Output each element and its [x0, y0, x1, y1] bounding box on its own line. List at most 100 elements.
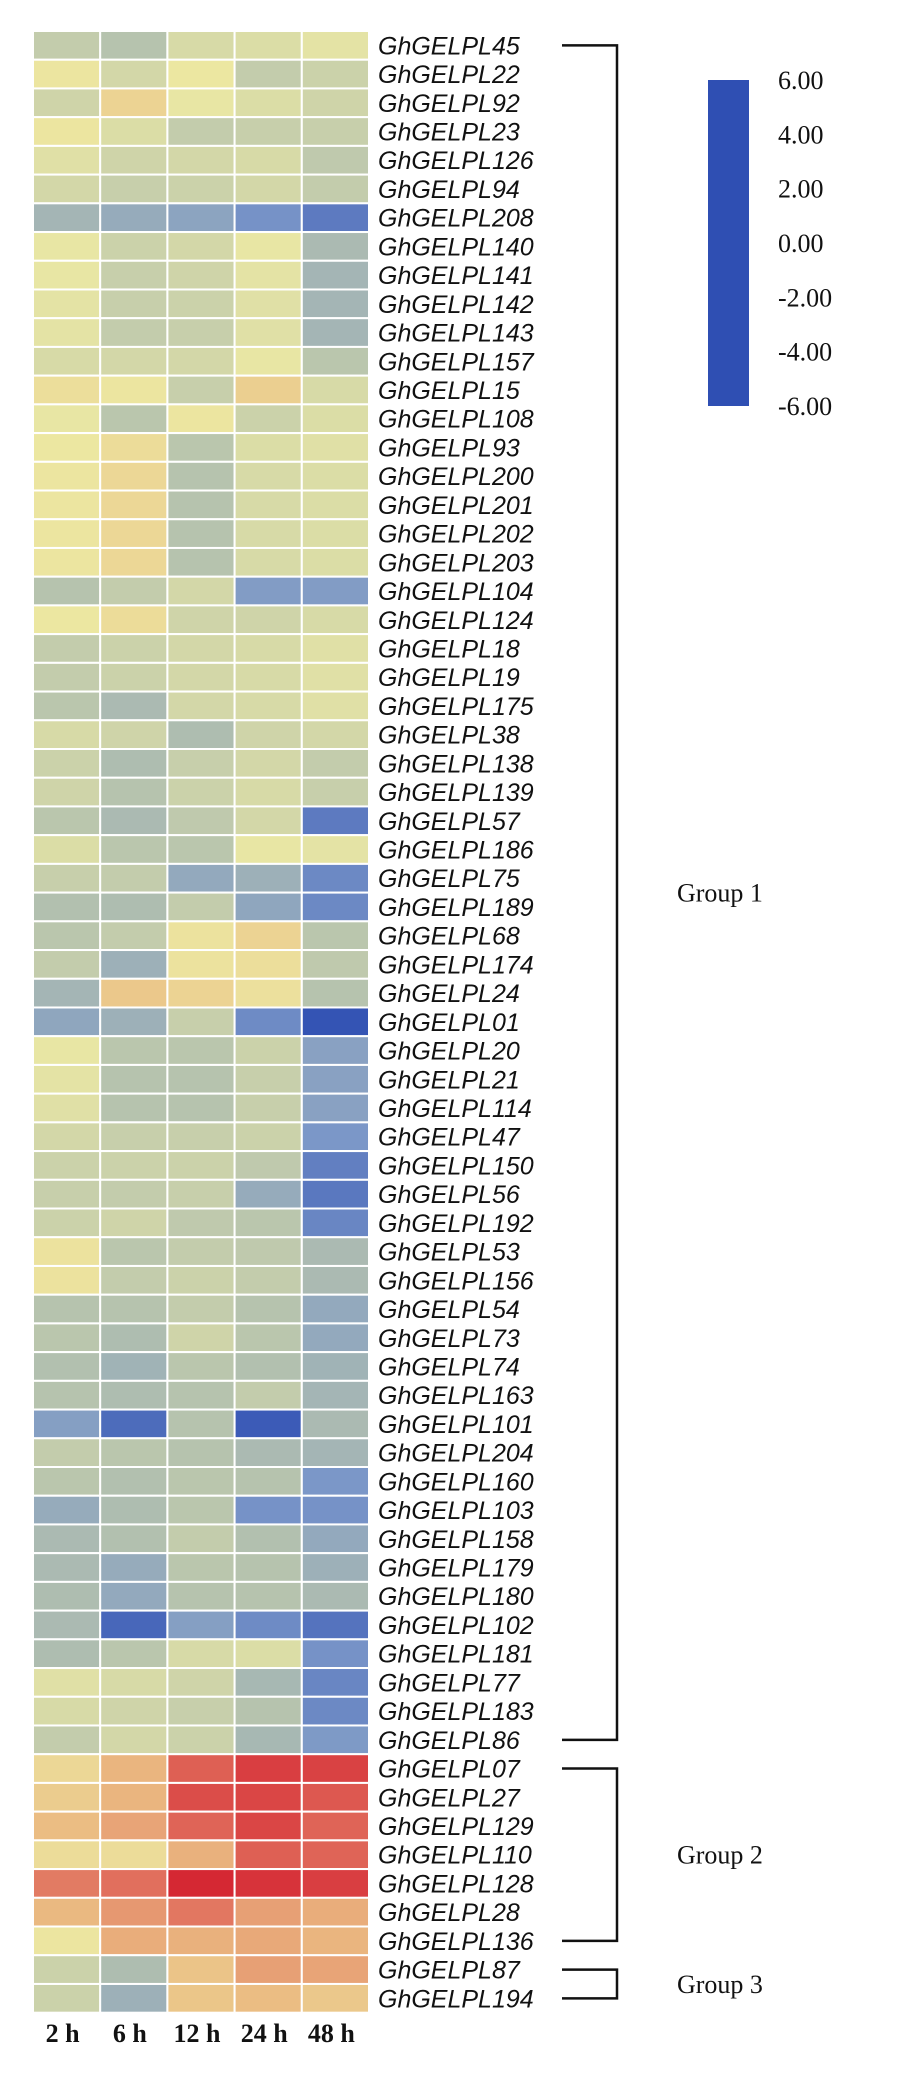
heatmap-cell [233, 1781, 303, 1813]
heatmap-cell [166, 1695, 236, 1727]
heatmap-cell [300, 489, 370, 521]
heatmap-cell [99, 403, 169, 435]
heatmap-cell [233, 834, 303, 865]
heatmap-cell [32, 1494, 102, 1526]
heatmap-cell [233, 1638, 303, 1670]
heatmap-cell [233, 776, 303, 808]
heatmap-cell [300, 1638, 370, 1670]
heatmap-cell [99, 690, 169, 722]
heatmap-cell [32, 173, 102, 205]
heatmap-cell [233, 1982, 303, 2014]
heatmap-cell [99, 1982, 169, 2014]
heatmap-cell [99, 1121, 169, 1153]
heatmap-cell [99, 432, 169, 463]
heatmap-cell [32, 58, 102, 90]
heatmap-cell [233, 633, 303, 664]
heatmap-cell [166, 834, 236, 865]
heatmap-cell [300, 661, 370, 693]
heatmap-cell [32, 1638, 102, 1670]
heatmap-cell [300, 1408, 370, 1440]
heatmap-cell [99, 1150, 169, 1181]
heatmap-cell [166, 1609, 236, 1641]
gene-label: GhGELPL93 [378, 434, 520, 462]
gene-label: GhGELPL141 [378, 262, 534, 290]
heatmap-cell [233, 546, 303, 578]
heatmap-cell [300, 1035, 370, 1066]
heatmap-cell [300, 1695, 370, 1727]
heatmap-cell [233, 949, 303, 980]
heatmap-cell [233, 231, 303, 262]
heatmap-cell [233, 1006, 303, 1038]
heatmap-cell [233, 805, 303, 837]
heatmap-cell [166, 1322, 236, 1354]
heatmap-cell [233, 1121, 303, 1153]
heatmap-cell [99, 1063, 169, 1095]
color-scale-tick: 2.00 [778, 175, 824, 204]
heatmap-cell [233, 1264, 303, 1296]
heatmap-cell [166, 575, 236, 607]
gene-label: GhGELPL124 [378, 607, 534, 635]
heatmap-cell [32, 1437, 102, 1469]
gene-label: GhGELPL179 [378, 1555, 534, 1583]
heatmap-cell [300, 977, 370, 1009]
gene-label: GhGELPL68 [378, 923, 520, 951]
gene-label: GhGELPL174 [378, 951, 534, 979]
heatmap-cell [166, 1781, 236, 1813]
heatmap-cell [99, 231, 169, 262]
heatmap-cell [99, 1178, 169, 1210]
gene-label: GhGELPL94 [378, 176, 520, 204]
gene-label: GhGELPL77 [378, 1669, 521, 1697]
gene-label: GhGELPL01 [378, 1009, 520, 1037]
heatmap-cell [166, 891, 236, 923]
heatmap-cell [233, 891, 303, 923]
heatmap-cell [233, 1466, 303, 1497]
gene-label: GhGELPL163 [378, 1382, 534, 1410]
heatmap-cell [233, 1753, 303, 1784]
heatmap-cell [32, 834, 102, 865]
heatmap-cell [300, 575, 370, 607]
heatmap-cell [99, 920, 169, 952]
heatmap-cell [166, 1753, 236, 1784]
heatmap-cell [166, 317, 236, 348]
gene-label: GhGELPL181 [378, 1641, 534, 1669]
heatmap-cell [32, 1322, 102, 1354]
heatmap-cell [233, 432, 303, 463]
gene-label: GhGELPL104 [378, 578, 534, 606]
heatmap-cell [32, 144, 102, 176]
color-scale-bar [708, 80, 749, 406]
column-label: 12 h [174, 2019, 222, 2048]
heatmap-cell [300, 1523, 370, 1555]
heatmap-cell [32, 1006, 102, 1038]
gene-label: GhGELPL183 [378, 1698, 534, 1726]
heatmap-cell [32, 518, 102, 549]
heatmap-cell [233, 1236, 303, 1267]
heatmap-cell [99, 1466, 169, 1497]
heatmap-cell [99, 116, 169, 147]
heatmap-cell [99, 1925, 169, 1957]
heatmap-cell [32, 1178, 102, 1210]
heatmap-cell [166, 345, 236, 377]
heatmap-cell [32, 546, 102, 578]
gene-label: GhGELPL201 [378, 492, 534, 520]
heatmap-cell [233, 288, 303, 320]
heatmap-cell [99, 1236, 169, 1267]
gene-label: GhGELPL23 [378, 119, 520, 147]
heatmap-cell [233, 719, 303, 751]
gene-label: GhGELPL150 [378, 1152, 534, 1180]
heatmap-cell [300, 202, 370, 234]
heatmap-cell [166, 1150, 236, 1181]
heatmap-cell [233, 661, 303, 693]
heatmap-cell [166, 1178, 236, 1210]
heatmap-cell [166, 1063, 236, 1095]
heatmap-cell [99, 30, 169, 61]
gene-label: GhGELPL157 [378, 348, 535, 376]
gene-label: GhGELPL192 [378, 1210, 534, 1238]
gene-label: GhGELPL189 [378, 894, 534, 922]
heatmap-cell [300, 1810, 370, 1842]
heatmap-cell [99, 1695, 169, 1727]
heatmap-cell [166, 489, 236, 521]
heatmap-cell [166, 1638, 236, 1670]
gene-label: GhGELPL103 [378, 1497, 534, 1525]
gene-label: GhGELPL92 [378, 90, 520, 118]
heatmap-cell [32, 1896, 102, 1928]
